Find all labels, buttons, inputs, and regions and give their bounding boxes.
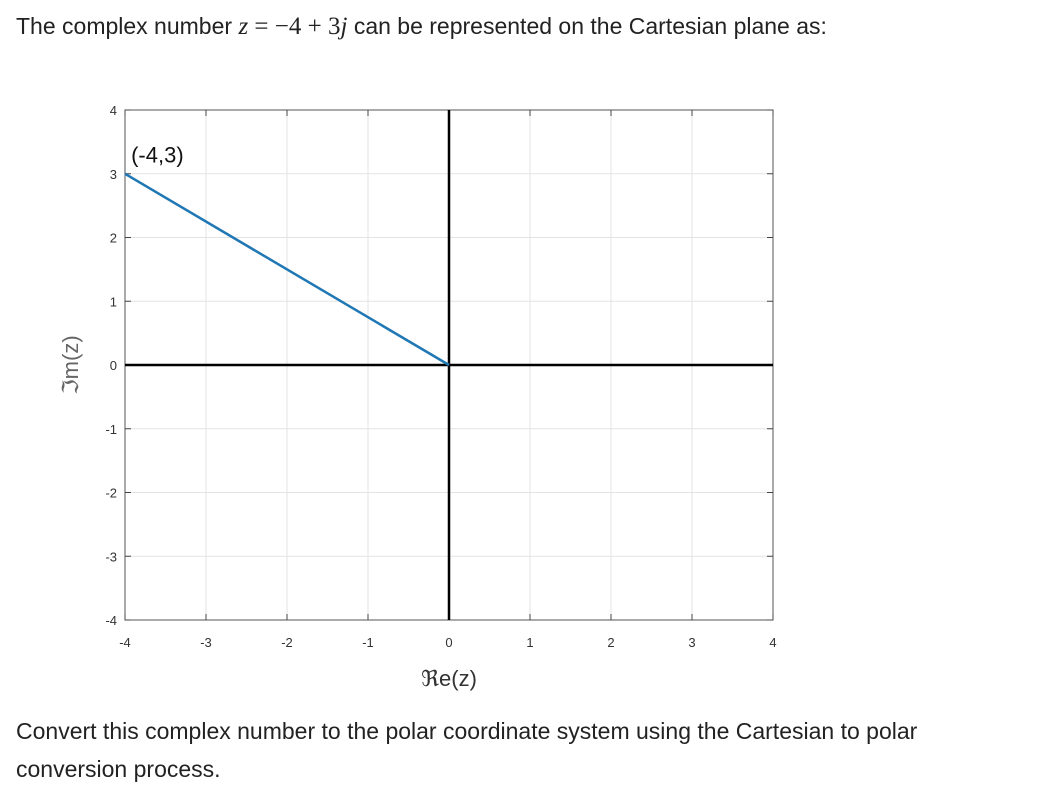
x-tick-label: -4	[119, 635, 131, 650]
y-tick-label: 2	[110, 231, 117, 246]
x-tick-label: -1	[362, 635, 374, 650]
intro-before: The complex number	[16, 13, 233, 39]
labels-layer: (-4,3)	[131, 143, 184, 168]
vector-line	[124, 172, 450, 367]
x-tick-label: 3	[688, 635, 695, 650]
x-tick-label: -3	[200, 635, 212, 650]
y-tick-label: -3	[105, 549, 117, 564]
x-tick-label: 2	[607, 635, 614, 650]
y-tick-label: -1	[105, 422, 117, 437]
y-tick-label: -4	[105, 613, 117, 628]
series-layer	[124, 172, 450, 367]
y-axis-label: ℑm(z)	[58, 335, 83, 394]
x-tick-label: 4	[769, 635, 776, 650]
x-tick-label: 0	[445, 635, 452, 650]
point-annotation: (-4,3)	[131, 143, 184, 168]
y-tick-label: -2	[105, 486, 117, 501]
y-tick-label: 1	[110, 294, 117, 309]
y-tick-label: 4	[110, 103, 117, 118]
x-tick-label: 1	[526, 635, 533, 650]
ticks-layer: -4 -3 -2 -1 0 1 2 3 4 -4 -3 -2 -1 0 1 2 3 4	[105, 103, 776, 650]
outro-text: Convert this complex number to the polar…	[16, 718, 918, 782]
complex-number-formula: z = −4 + 3j	[238, 13, 348, 40]
y-tick-label: 3	[110, 167, 117, 182]
intro-after: can be represented on the Cartesian plan…	[353, 13, 827, 39]
y-tick-label: 0	[110, 358, 117, 373]
x-axis-label: ℜe(z)	[421, 666, 477, 691]
intro-text: The complex number z = −4 + 3j can be re…	[16, 10, 827, 43]
x-tick-label: -2	[281, 635, 293, 650]
